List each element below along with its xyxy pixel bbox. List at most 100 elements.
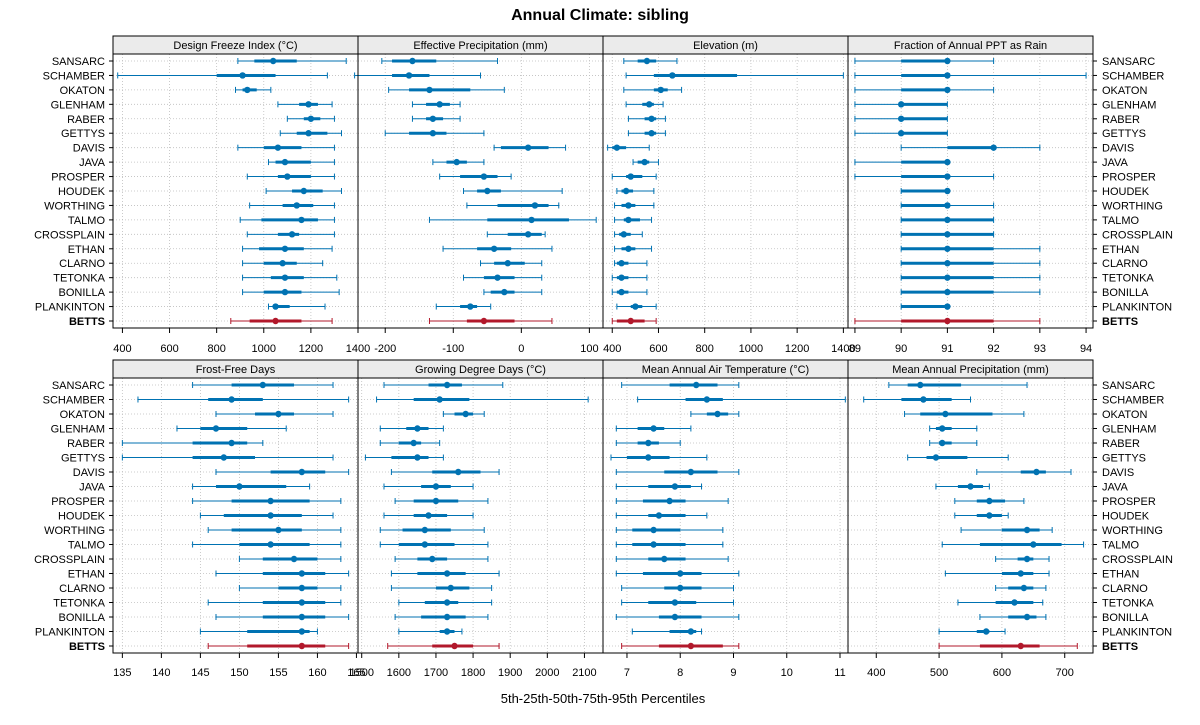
row-label-right-betts: BETTS	[1102, 316, 1138, 328]
panel-2-java-median	[453, 158, 460, 166]
panel-3-houdek-median	[622, 187, 630, 195]
panel-4-tick-label-1: 90	[895, 343, 907, 355]
panel-6-worthing-median	[421, 526, 429, 534]
row-label-right-crossplain: CROSSPLAIN	[1102, 229, 1173, 241]
panel-2-tick-label-2: 0	[518, 343, 524, 355]
row-label-left-davis: DAVIS	[73, 467, 105, 479]
panel-8-houdek-median	[986, 512, 993, 519]
panel-6-davis-median	[455, 468, 462, 476]
row-label-right-ethan: ETHAN	[1102, 569, 1139, 581]
panel-1-tick-label-1: 600	[160, 343, 178, 355]
row-label-left-raber: RABER	[67, 438, 105, 450]
row-label-left-betts: BETTS	[69, 316, 105, 328]
panel-1-crossplain-median	[288, 231, 296, 238]
panel-3-glenham-median	[646, 101, 653, 108]
panel-2-bonilla-median	[501, 288, 508, 296]
panel-3-tick-label-5: 1400	[831, 343, 855, 355]
panel-7-sansarc-median	[693, 381, 700, 389]
panel-7-tick-label-3: 10	[781, 667, 793, 679]
panel-6-prosper-median	[432, 497, 440, 505]
panel-6-tick-label-3: 1800	[461, 667, 485, 679]
panel-6-houdek-median	[425, 512, 432, 519]
panel-7-ethan-median	[677, 570, 684, 577]
panel-5-houdek-median	[267, 512, 274, 519]
row-label-left-glenham: GLENHAM	[51, 99, 105, 111]
row-label-left-ethan: ETHAN	[68, 569, 105, 581]
panel-6-sansarc-median	[443, 381, 451, 389]
panel-2-davis-median	[524, 144, 532, 151]
panel-8-betts-median	[1017, 642, 1024, 650]
panel-6-schamber-median	[436, 396, 443, 403]
panel-3-gettys-median	[648, 130, 655, 137]
panel-7-tetonka-median	[671, 599, 679, 606]
panel-1-ethan-median	[281, 245, 289, 252]
row-label-left-clarno: CLARNO	[59, 258, 105, 270]
row-label-left-talmo: TALMO	[68, 215, 106, 227]
panel-1-davis-median	[274, 144, 282, 151]
panel-8-java-median	[967, 483, 974, 490]
panel-1-tick-label-0: 400	[113, 343, 131, 355]
panel-1-sansarc-median	[269, 57, 277, 65]
row-label-right-davis: DAVIS	[1102, 467, 1134, 479]
panel-3-clarno-median	[618, 260, 625, 267]
row-label-left-houdek: HOUDEK	[58, 186, 106, 198]
x-axis-label: 5th-25th-50th-75th-95th Percentiles	[501, 691, 706, 706]
panel-3-java-median	[641, 158, 648, 166]
panel-6-tick-label-0: 1500	[349, 667, 373, 679]
row-label-left-schamber: SCHAMBER	[43, 70, 105, 82]
row-label-left-bonilla: BONILLA	[59, 612, 106, 624]
panel-8-glenham-median	[939, 425, 946, 432]
panel-1-tick-label-5: 1400	[346, 343, 370, 355]
panel-4-tick-label-2: 91	[941, 343, 953, 355]
panel-7-clarno-median	[677, 584, 684, 592]
panel-3-schamber-median	[669, 72, 676, 79]
row-label-right-raber: RABER	[1102, 438, 1140, 450]
panel-7-houdek-median	[655, 512, 663, 519]
panel-4-tick-label-5: 94	[1080, 343, 1092, 355]
panel-8-okaton-median	[942, 410, 949, 418]
panel-7-java-median	[671, 483, 679, 490]
panel-2-strip-title: Effective Precipitation (mm)	[413, 40, 547, 52]
panel-6-bonilla-median	[443, 613, 451, 621]
panel-4-plankinton-median	[944, 303, 951, 310]
panel-4-ethan-median	[944, 245, 951, 252]
panel-6-tick-label-1: 1600	[387, 667, 411, 679]
row-label-right-okaton: OKATON	[1102, 85, 1147, 97]
chart-title: Annual Climate: sibling	[511, 7, 689, 24]
panel-3-betts-median	[627, 317, 634, 325]
panel-6-okaton-median	[462, 410, 469, 418]
panel-7-talmo-median	[650, 541, 657, 548]
panel-5-tick-label-2: 145	[191, 667, 209, 679]
row-label-left-okaton: OKATON	[60, 85, 105, 97]
panel-1-raber-median	[307, 115, 315, 122]
panel-4-tick-label-0: 89	[849, 343, 861, 355]
panel-8-ethan-median	[1017, 570, 1024, 577]
row-label-right-worthing: WORTHING	[1102, 200, 1163, 212]
panel-5-tick-label-1: 140	[152, 667, 170, 679]
panel-5-clarno-median	[298, 584, 306, 592]
panel-1-worthing-median	[293, 202, 300, 209]
row-label-right-bonilla: BONILLA	[1102, 612, 1149, 624]
row-label-right-gettys: GETTYS	[1102, 453, 1146, 465]
panel-6-gettys-median	[414, 454, 421, 461]
panel-1-bonilla-median	[281, 288, 289, 296]
row-label-right-plankinton: PLANKINTON	[1102, 302, 1172, 314]
panel-5-raber-median	[228, 439, 235, 447]
row-label-right-clarno: CLARNO	[1102, 258, 1148, 270]
panel-2-okaton-median	[426, 86, 433, 94]
panel-5-okaton-median	[275, 410, 282, 418]
panel-7-plankinton-median	[687, 628, 695, 635]
panel-7-crossplain-median	[661, 555, 668, 563]
panel-2-schamber-median	[405, 72, 413, 79]
panel-8-tick-label-0: 400	[867, 667, 885, 679]
row-label-right-prosper: PROSPER	[1102, 496, 1156, 508]
panel-4-java-median	[944, 158, 951, 166]
panel-7-tick-label-2: 9	[730, 667, 736, 679]
row-label-left-schamber: SCHAMBER	[43, 395, 105, 407]
panel-4-worthing-median	[944, 202, 951, 209]
panel-4-talmo-median	[944, 216, 951, 224]
panel-3-worthing-median	[625, 202, 632, 209]
panel-5-prosper-median	[267, 497, 274, 505]
panel-5-tick-label-4: 155	[269, 667, 287, 679]
panel-4-davis-median	[990, 144, 997, 151]
